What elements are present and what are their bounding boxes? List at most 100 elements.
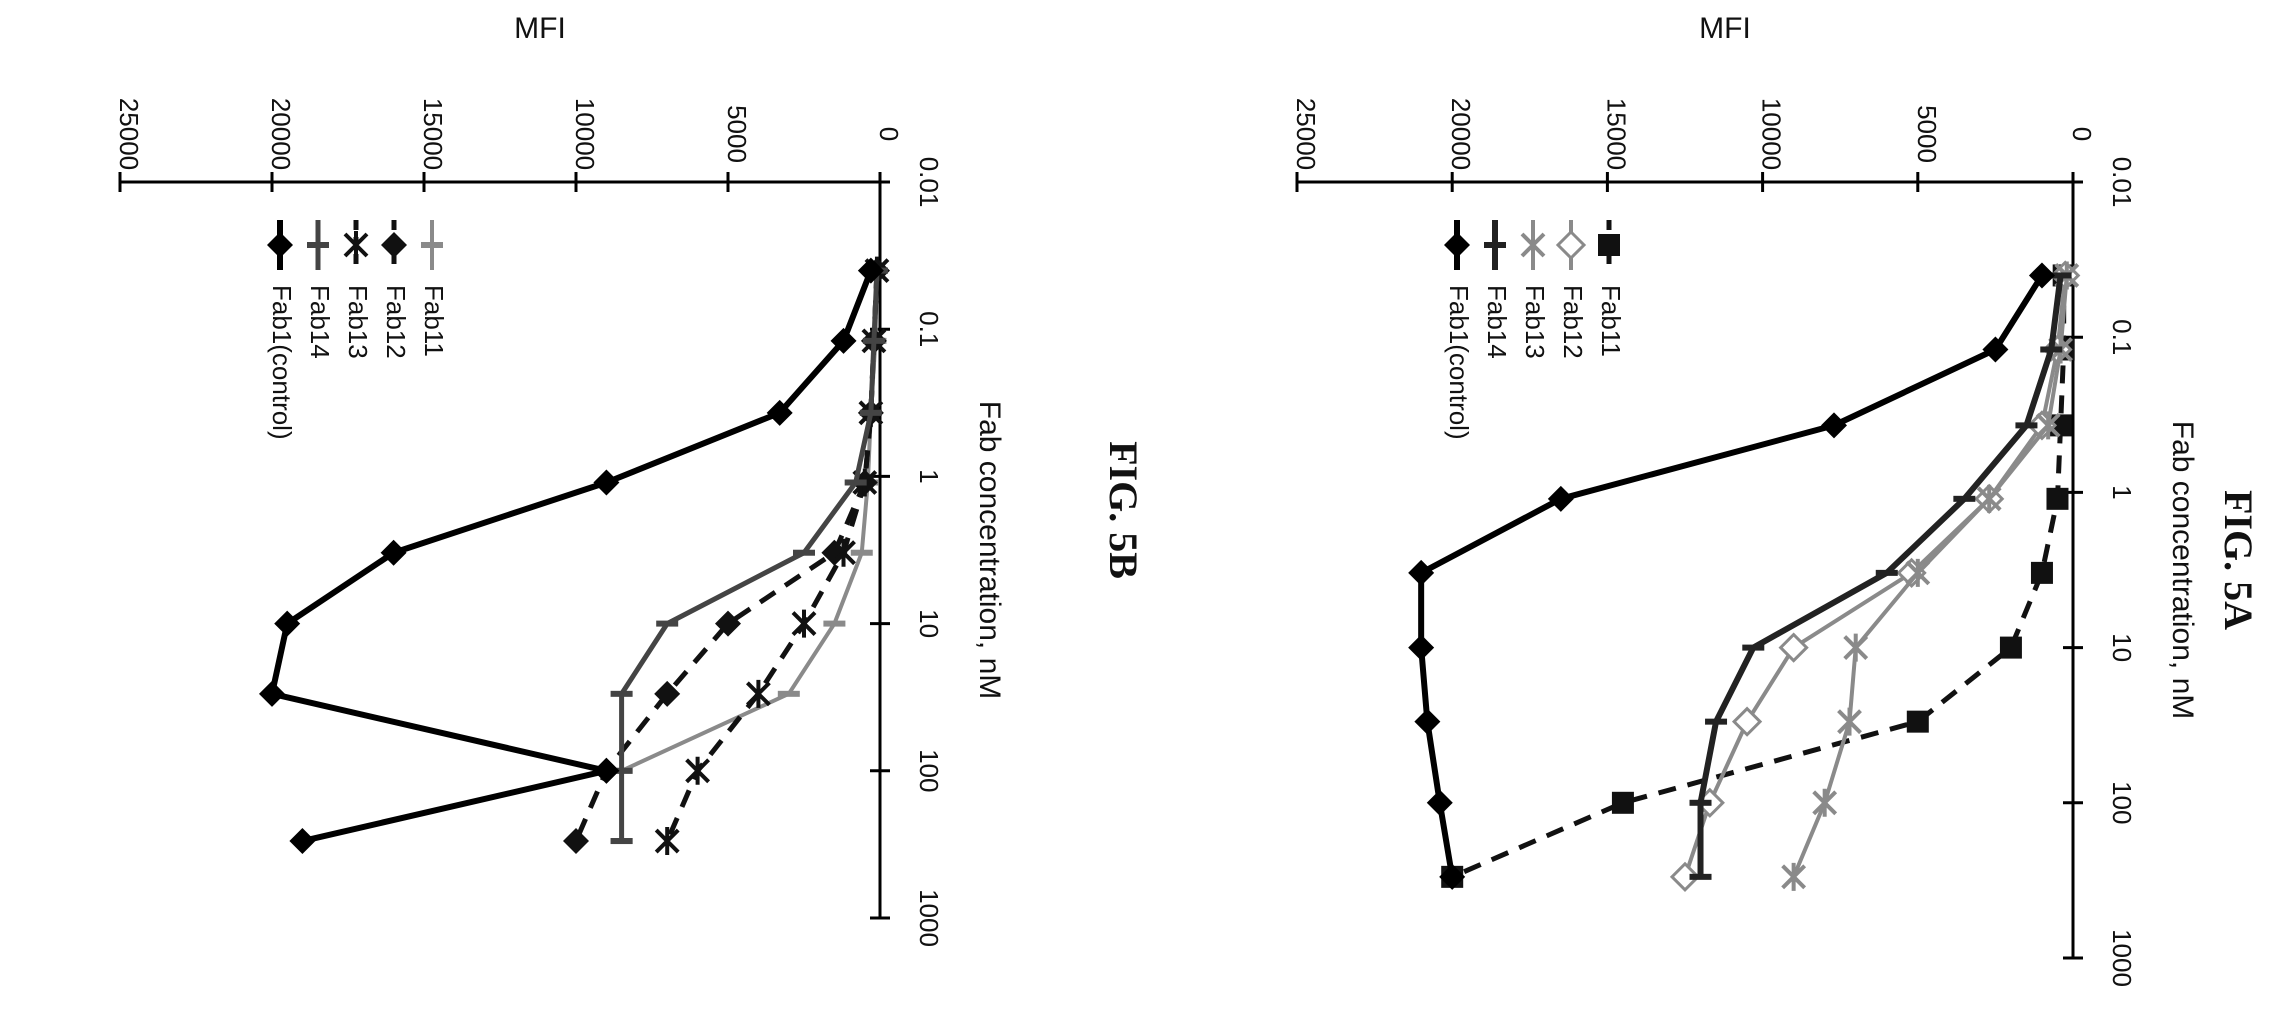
- fig-5b-series-fab14: [610, 267, 888, 845]
- fig-5a-marker-star: [1905, 558, 1931, 587]
- fig-5b-marker-bar: [307, 242, 329, 248]
- fig-5a-marker-diamond-open: [1669, 861, 1701, 892]
- fig-5a-marker-bar: [1689, 873, 1712, 880]
- fig-5b-marker-bar: [421, 242, 443, 248]
- fig-5a-legend-entry: Fab1(control): [1444, 220, 1474, 440]
- fig-5b-legend-entry: Fab11: [419, 220, 449, 357]
- fig-5a-marker-diamond: [2028, 262, 2055, 289]
- fig-5a-marker-star: [1520, 231, 1546, 259]
- fig-5b-marker-diamond: [821, 539, 848, 566]
- fig-5b-marker-star: [343, 231, 369, 259]
- fig-5b-y-tick-label: 25000: [114, 98, 144, 170]
- fig-5b-marker-bar: [610, 690, 633, 697]
- fig-5b-marker-bar: [777, 690, 800, 697]
- fig-5b-marker-bar: [610, 838, 633, 845]
- fig-5b-y-tick-label: 10000: [570, 98, 600, 170]
- fig-5a-marker-diamond: [1426, 789, 1453, 816]
- fig-5b-marker-bar: [859, 409, 882, 416]
- fig-5a-legend-label: Fab11: [1596, 285, 1626, 357]
- fig-5a-marker-bar: [2040, 346, 2063, 353]
- fig-5a-legend-entry: Fab14: [1482, 220, 1512, 359]
- fig-5b-x-tick-label: 100: [914, 749, 944, 792]
- fig-5a-series-line: [1697, 275, 2064, 877]
- fig-5a-y-tick-label: 25000: [1291, 98, 1321, 170]
- fig-5a-series-fab14: [1689, 272, 2072, 880]
- fig-5b-marker-star: [745, 679, 771, 708]
- fig-5a-legend-label: Fab14: [1482, 285, 1512, 359]
- fig-5b-marker-star: [791, 609, 817, 638]
- fig-5a-marker-diamond: [1414, 708, 1441, 735]
- fig-5b-marker-star: [685, 756, 711, 785]
- fig-5b-marker-star: [654, 827, 680, 856]
- fig-5a-marker-diamond: [1444, 232, 1470, 258]
- fig-5a-legend-entry: Fab13: [1520, 220, 1550, 359]
- fig-5b-x-axis-title: Fab concentration, nM: [973, 401, 1006, 700]
- fig-5b-marker-diamond: [715, 610, 741, 637]
- fig-5a-x-tick-label: 0.01: [2107, 157, 2137, 208]
- fig-5b-y-axis-title: MFI: [514, 12, 566, 45]
- fig-5a-legend-label: Fab12: [1558, 285, 1588, 359]
- fig-5a-y-tick-label: 5000: [1912, 105, 1942, 163]
- fig-5a-y-axis-title: MFI: [1699, 12, 1751, 45]
- fig-5a-marker-bar: [2015, 422, 2038, 429]
- fig-5a-x-tick-label: 1: [2107, 485, 2137, 499]
- fig-5a-marker-diamond: [1439, 863, 1466, 890]
- fig-5b-series-fab13: [654, 256, 890, 856]
- fig-5a-marker-bar: [1875, 569, 1898, 576]
- fig-5b-marker-bar: [656, 620, 679, 627]
- fig-5a-label: FIG. 5A: [2216, 490, 2261, 630]
- fig-5b-marker-diamond: [274, 610, 301, 637]
- fig-5a-legend-entry: Fab12: [1555, 220, 1588, 359]
- fig-5b-legend-entry: Fab1(control): [267, 220, 297, 440]
- fig-5a-marker-square: [2046, 487, 2069, 510]
- fig-5b-x-tick-label: 1000: [914, 889, 944, 947]
- fig-5b-y-tick-label: 20000: [266, 98, 296, 170]
- fig-5a-series-fab1-control-: [1408, 262, 2055, 890]
- fig-5a-series-line: [1791, 275, 2069, 878]
- fig-5a-marker-star: [1812, 788, 1838, 817]
- fig-5a-marker-diamond: [1408, 559, 1435, 586]
- fig-5b-marker-diamond: [593, 469, 620, 496]
- fig-5a-series-line: [1451, 275, 2067, 880]
- chart-fig-5a: FIG. 5A 0.010.11101001000050001000015000…: [1291, 12, 2261, 987]
- fig-5a-marker-square: [1598, 234, 1620, 256]
- fig-5a-marker-diamond: [1408, 634, 1435, 661]
- fig-5b-legend-entry: Fab12: [381, 220, 411, 359]
- fig-5b-marker-bar: [793, 549, 815, 556]
- fig-5a-x-tick-label: 10: [2107, 633, 2137, 662]
- fig-5a-marker-star: [1976, 484, 2002, 513]
- fig-5a-series-line: [1418, 273, 2045, 878]
- fig-5a-marker-diamond-open: [1731, 706, 1763, 737]
- fig-5a-marker-bar: [1705, 718, 1728, 725]
- fig-5b-legend-label: Fab1(control): [267, 285, 297, 440]
- fig-5a-x-tick-label: 0.1: [2107, 319, 2137, 355]
- fig-5b-legend-entry: Fab13: [343, 220, 373, 359]
- fig-5a-marker-star: [1843, 633, 1869, 662]
- fig-5a-marker-square: [1611, 791, 1634, 814]
- fig-5b-legend-label: Fab13: [343, 285, 373, 359]
- fig-5a-marker-bar: [1742, 644, 1765, 651]
- fig-5b-marker-bar: [862, 337, 885, 344]
- fig-5b-x-tick-label: 0.01: [914, 157, 944, 208]
- fig-5a-marker-star: [1837, 707, 1862, 736]
- fig-5a-marker-diamond: [1982, 336, 2009, 363]
- fig-5a-legend-label: Fab1(control): [1444, 285, 1474, 440]
- fig-5a-legend-entry: Fab11: [1596, 220, 1626, 357]
- fig-5b-series-fab1-control-: [259, 257, 884, 855]
- fig-5a-marker-bar: [2049, 272, 2072, 279]
- fig-5a-marker-star: [1781, 862, 1807, 891]
- fig-5b-marker-diamond: [563, 828, 589, 855]
- fig-5b-label: FIG. 5B: [1101, 441, 1146, 579]
- fig-5b-y-tick-label: 15000: [418, 98, 448, 170]
- fig-5a-marker-diamond: [1547, 485, 1574, 512]
- fig-5b-marker-diamond: [766, 399, 793, 426]
- fig-5b-x-tick-label: 1: [914, 469, 944, 483]
- fig-5a-y-tick-label: 15000: [1601, 98, 1631, 170]
- fig-5b-legend-label: Fab12: [381, 285, 411, 359]
- fig-5b-marker-diamond: [289, 828, 316, 855]
- fig-5b-marker-bar: [844, 479, 867, 486]
- fig-5a-marker-bar: [1484, 242, 1506, 248]
- fig-5b-marker-diamond: [857, 257, 884, 284]
- fig-5b-legend-label: Fab14: [305, 285, 335, 359]
